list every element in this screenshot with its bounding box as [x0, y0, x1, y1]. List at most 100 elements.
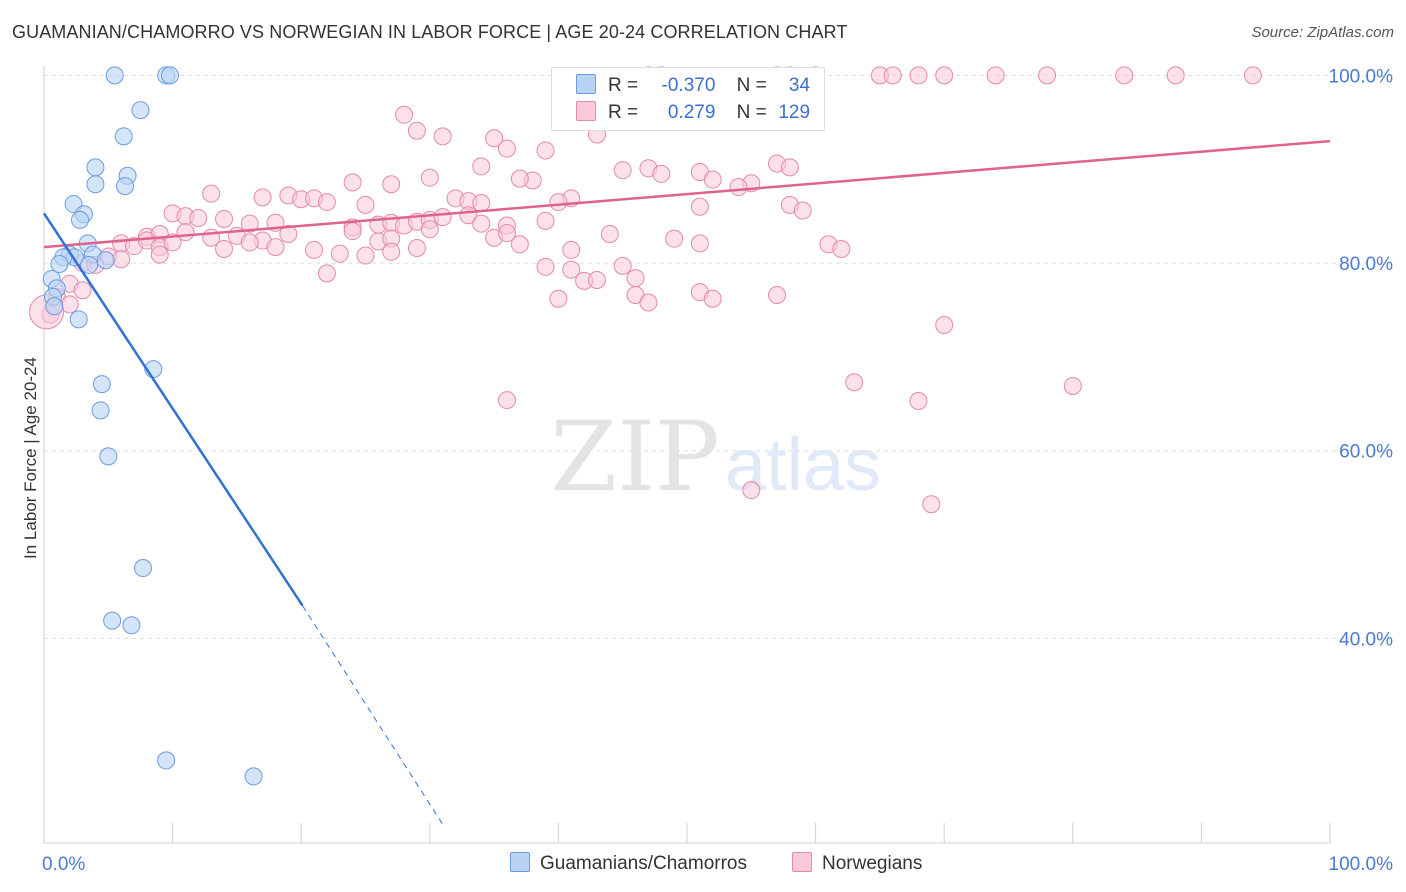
x-tick-label: 100.0% [1329, 854, 1394, 875]
norwegian-point [690, 234, 709, 253]
norwegian-point [240, 233, 259, 252]
y-tick-label: 100.0% [1329, 66, 1394, 87]
norwegian-point [356, 195, 375, 214]
y-tick-labels: 100.0% 80.0% 60.0% 40.0% [1329, 66, 1394, 650]
norwegian-point [510, 235, 529, 254]
norwegian-point [1038, 66, 1057, 85]
norwegian-point [433, 127, 452, 146]
norwegian-point [279, 224, 298, 243]
trend-lines [42, 139, 1331, 825]
y-tick-label: 80.0% [1339, 254, 1393, 275]
legend-n-value: 34 [788, 75, 811, 96]
norwegian-point [240, 214, 259, 233]
norwegian-point [497, 391, 516, 410]
norwegian-point [215, 209, 234, 228]
norwegian-point [407, 121, 426, 140]
axes [43, 66, 1331, 844]
guamanian-point [114, 127, 133, 146]
guamanian-point [161, 66, 180, 85]
norwegian-point [845, 373, 864, 392]
norwegian-point [922, 495, 941, 514]
blue-swatch [510, 852, 530, 872]
norwegian-point [1063, 376, 1082, 395]
norwegian-point [909, 392, 928, 411]
norwegian-point [549, 289, 568, 308]
norwegian-points [29, 66, 1262, 514]
guamanian-point [45, 297, 64, 316]
legend-n-label: N = [736, 75, 767, 96]
legend-label: Guamanians/Chamorros [540, 853, 747, 874]
legend-row-guamanian: R = -0.370 N = 34 [576, 74, 810, 102]
norwegian-point [935, 316, 954, 334]
norwegian-point [986, 66, 1005, 85]
norwegian-point [382, 175, 401, 194]
norwegian-point [793, 201, 812, 220]
source-label: Source: ZipAtlas.com [1251, 24, 1394, 41]
norwegian-point [626, 269, 645, 288]
guamanian-points [42, 66, 263, 786]
norwegian-point [317, 193, 336, 212]
norwegian-point [253, 188, 272, 207]
norwegian-point [73, 281, 92, 300]
y-tick-label: 60.0% [1339, 442, 1393, 463]
legend-row-norwegian: R = 0.279 N = 129 [576, 101, 810, 129]
guamanian-point [96, 251, 115, 270]
norwegian-point [536, 141, 555, 160]
x-tick-label: 0.0% [42, 854, 85, 875]
guamanian-point [103, 611, 122, 630]
norwegian-point [407, 239, 426, 258]
guamanian-point [105, 66, 124, 85]
legend-r-value: -0.370 [661, 75, 716, 96]
norwegian-point [112, 250, 131, 269]
guamanian-point [99, 447, 118, 466]
guamanian-point [134, 559, 153, 578]
norwegian-point [935, 66, 954, 85]
pink-swatch [792, 852, 812, 872]
norwegian-point [768, 285, 787, 304]
legend-r-label: R = [608, 75, 639, 96]
norwegian-point [613, 161, 632, 180]
guamanian-point [157, 751, 176, 770]
norwegian-point [549, 193, 568, 212]
norwegian-point [780, 158, 799, 177]
norwegian-point [742, 481, 761, 500]
norwegian-point [587, 270, 606, 289]
norwegian-point [536, 257, 555, 276]
norwegian-point [613, 256, 632, 275]
guamanian-point [50, 255, 69, 274]
guamanian-point [80, 255, 99, 274]
norwegian-trend-line [43, 139, 1331, 249]
legend-n-value: 129 [778, 102, 811, 123]
correlation-legend: R = -0.370 N = 34 R = 0.279 N = 129 [551, 67, 825, 131]
legend-n-label: N = [736, 102, 767, 123]
guamanian-point [91, 401, 110, 420]
legend-item-guamanians: Guamanians/Chamorros [510, 852, 747, 875]
norwegian-point [472, 214, 491, 233]
y-axis-label: In Labor Force | Age 20-24 [21, 357, 40, 559]
guamanian-point [244, 767, 263, 786]
guamanian-point [71, 210, 90, 229]
norwegian-point [343, 222, 362, 241]
norwegian-point [215, 239, 234, 258]
legend-item-norwegians: Norwegians [792, 852, 922, 875]
watermark-zip: ZIP [550, 401, 719, 513]
norwegian-point [1243, 66, 1262, 85]
grid-lines [44, 74, 1390, 639]
norwegian-point [330, 244, 349, 263]
guamanian-point [122, 616, 141, 635]
legend-label: Norwegians [822, 853, 923, 874]
guamanian-point [92, 375, 111, 394]
guamanian-point [131, 101, 150, 120]
norwegian-point [163, 233, 182, 252]
norwegian-point [1115, 66, 1134, 85]
norwegian-point [652, 164, 671, 183]
norwegian-point [665, 229, 684, 248]
x-tick-labels: 0.0% 100.0% [42, 854, 1393, 875]
norwegian-point [382, 242, 401, 261]
norwegian-point [189, 209, 208, 228]
norwegian-point [266, 238, 285, 257]
norwegian-point [639, 293, 658, 312]
norwegian-point [832, 239, 851, 258]
guamanian-point [69, 310, 88, 329]
